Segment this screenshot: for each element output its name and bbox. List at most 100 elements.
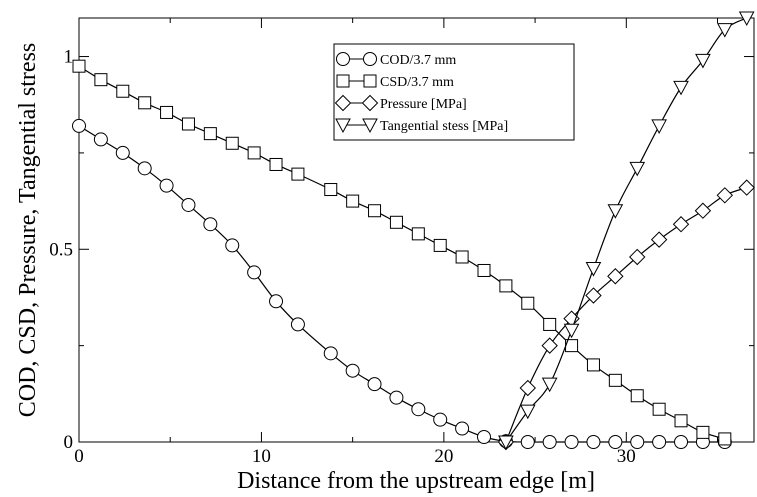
data-point-circle (520, 435, 535, 449)
data-point-circle (93, 132, 108, 147)
data-point-diamond (672, 216, 690, 233)
data-point-square (181, 117, 195, 131)
data-point-circle (159, 178, 174, 193)
data-point-circle (433, 412, 448, 427)
data-point-square (247, 146, 261, 160)
data-point-circle (367, 377, 382, 392)
data-point-circle (542, 435, 557, 449)
data-point-circle (674, 435, 689, 449)
data-point-circle (345, 363, 360, 378)
data-point-triangle-down (563, 323, 580, 339)
x-tick-label: 0 (74, 446, 84, 467)
data-point-triangle-down (651, 119, 667, 134)
data-point-square (433, 238, 447, 252)
data-point-square (543, 317, 557, 331)
data-point-square (291, 167, 305, 181)
legend-marker-triangle-down (335, 118, 351, 134)
legend-marker-circle (336, 52, 350, 66)
data-point-diamond (607, 268, 624, 285)
data-point-triangle-down (738, 11, 755, 27)
legend-marker-triangle-down (362, 118, 378, 134)
data-point-square (203, 127, 217, 141)
legend-marker-circle (363, 52, 377, 66)
data-point-triangle-down (498, 435, 514, 451)
series-diamond (497, 179, 755, 451)
data-point-square (499, 279, 513, 293)
legend-label: Pressure [MPa] (380, 97, 467, 112)
data-point-circle (225, 238, 240, 253)
y-tick-label: 0 (64, 432, 74, 453)
data-point-square (477, 263, 491, 277)
data-point-square (521, 296, 535, 310)
data-point-triangle-down (673, 80, 689, 96)
legend-marker-diamond (334, 94, 352, 112)
data-point-square (674, 414, 688, 428)
data-point-square (346, 194, 360, 208)
data-point-square (72, 59, 86, 73)
legend-marker-square (363, 74, 377, 88)
data-point-square (630, 389, 644, 403)
data-point-circle (181, 197, 196, 212)
data-point-circle (115, 145, 130, 160)
data-point-square (225, 136, 239, 150)
data-point-circle (564, 435, 579, 449)
data-point-square (324, 183, 338, 197)
series-line-diamond (505, 187, 747, 443)
data-point-triangle-down (629, 161, 646, 177)
data-point-diamond (716, 187, 734, 204)
legend: COD/3.7 mm CSD/3.7 mm Pressure [MPa] Tangen… (333, 43, 575, 141)
data-point-triangle-down (519, 404, 536, 420)
data-point-square (586, 358, 600, 372)
data-point-circle (586, 435, 601, 449)
data-point-triangle-down (716, 23, 733, 38)
data-point-diamond (650, 231, 668, 248)
data-point-square (389, 215, 403, 229)
legend-marker-diamond (361, 94, 379, 112)
data-point-circle (652, 435, 667, 449)
x-axis-title: Distance from the upstream edge [m] (237, 468, 595, 494)
data-point-diamond (541, 337, 558, 354)
legend-label: COD/3.7 mm (380, 53, 456, 68)
legend-marker-square (336, 74, 350, 88)
x-tick-label: 30 (617, 446, 636, 467)
series-layer (72, 11, 755, 451)
series-triangle-down (498, 11, 755, 451)
series-square (72, 59, 732, 446)
data-point-circle (72, 118, 86, 133)
data-point-square (455, 250, 469, 264)
data-point-circle (269, 294, 284, 309)
y-tick-label: 1 (64, 47, 74, 68)
y-tick-label: 0.5 (49, 239, 73, 260)
legend-label: CSD/3.7 mm (380, 75, 454, 90)
data-point-circle (411, 402, 426, 417)
data-point-triangle-down (541, 377, 558, 393)
data-point-diamond (629, 248, 646, 266)
data-point-circle (630, 435, 645, 449)
data-point-square (160, 105, 174, 119)
data-point-diamond (585, 287, 602, 304)
data-point-circle (290, 317, 305, 332)
data-point-circle (477, 429, 491, 444)
data-point-square (269, 157, 283, 171)
data-point-square (652, 402, 666, 416)
data-point-diamond (694, 202, 712, 219)
data-point-diamond (738, 179, 755, 196)
data-point-square (138, 96, 152, 110)
data-point-circle (455, 421, 470, 436)
data-point-triangle-down (607, 204, 624, 219)
data-point-triangle-down (695, 53, 711, 69)
data-point-square (411, 227, 425, 241)
data-point-diamond (519, 379, 536, 397)
data-point-square (94, 73, 108, 87)
data-point-circle (323, 346, 338, 361)
plot-frame (78, 17, 755, 443)
x-tick-label: 10 (252, 446, 271, 467)
legend-label: Tangential stess [MPa] (380, 119, 508, 134)
y-axis-ticks: 00.51 (49, 47, 754, 453)
data-point-circle (203, 217, 218, 232)
data-point-square (696, 425, 710, 439)
y-axis-title: COD, CSD, Pressure, Tangential stress (15, 43, 41, 418)
data-point-circle (389, 390, 404, 405)
data-point-square (608, 373, 622, 387)
